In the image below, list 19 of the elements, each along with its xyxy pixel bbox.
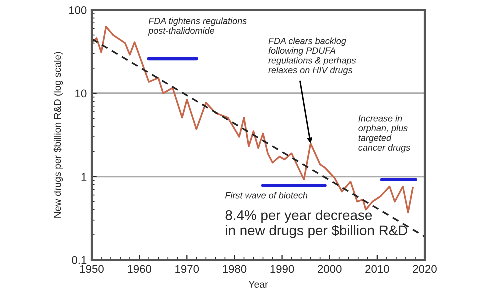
x-tick-label: 1980: [223, 265, 247, 274]
x-tick-label: 2010: [366, 265, 390, 274]
annotation: 8.4% per year decrease in new drugs per $billion R&D: [226, 210, 408, 238]
y-axis-title: New drugs per $billion R&D (log scale): [54, 52, 64, 218]
y-tick-label: 100: [69, 6, 87, 14]
y-tick-label: 1: [82, 173, 87, 181]
y-tick-label: 10: [76, 90, 87, 98]
x-tick-label: 1990: [270, 265, 294, 274]
x-tick-label: 1960: [128, 265, 152, 274]
annotation: First wave of biotech: [225, 192, 308, 199]
y-tick-label: 0.1: [72, 256, 87, 264]
annotation: Increase in orphan, plus targeted cancer drugs: [358, 115, 410, 153]
x-tick-label: 1970: [176, 265, 200, 274]
x-axis-title: Year: [248, 281, 268, 288]
annotation: FDA clears backlog following PDUFA regulations & perhaps relaxes on HIV drugs: [268, 38, 356, 76]
x-tick-label: 2020: [413, 265, 437, 274]
x-tick-label: 1950: [80, 265, 104, 274]
annotation: FDA tightens regulations post-thalidomide: [148, 18, 247, 36]
x-tick-label: 2000: [318, 265, 342, 274]
